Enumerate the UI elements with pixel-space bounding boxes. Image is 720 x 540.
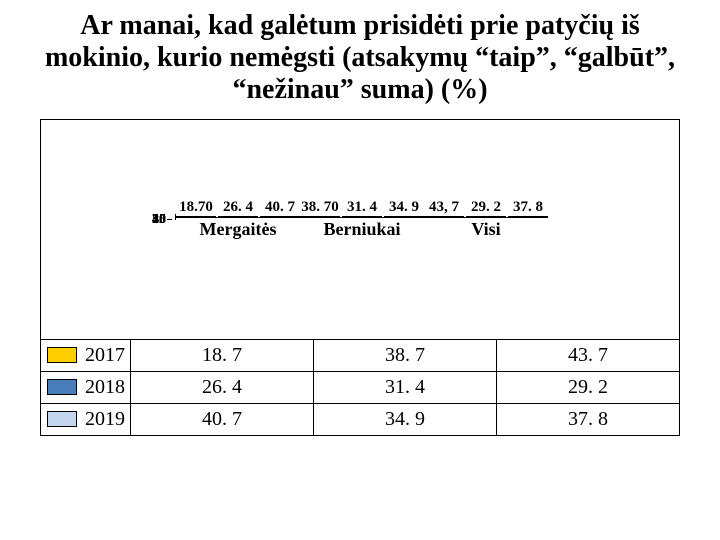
x-category-label: Berniukai	[300, 219, 424, 240]
table-cell: 43. 7	[497, 340, 680, 372]
legend-item: 2019	[41, 404, 131, 436]
plot-area: 50454035302520151050 18.7026. 440. 7 Mer…	[41, 120, 680, 340]
bar: 38. 70	[300, 216, 340, 218]
bar-group: 43, 729. 237. 8 Visi	[424, 216, 548, 242]
bar-value-label: 37. 8	[505, 199, 551, 216]
bar: 40. 7	[260, 216, 300, 218]
legend-label: 2017	[85, 344, 125, 367]
table-cell: 37. 8	[497, 404, 680, 436]
x-category-label: Mergaitės	[176, 219, 300, 240]
table-cell: 18. 7	[131, 340, 314, 372]
bar: 43, 7	[424, 216, 464, 218]
bar: 26. 4	[218, 216, 258, 218]
table-cell: 38. 7	[314, 340, 497, 372]
bar: 31. 4	[342, 216, 382, 218]
bar-value-label: 43, 7	[421, 199, 467, 216]
bar-value-label: 31. 4	[339, 199, 385, 216]
table-cell: 29. 2	[497, 372, 680, 404]
bar-value-label: 29. 2	[463, 199, 509, 216]
bar-group: 18.7026. 440. 7 Mergaitės	[176, 216, 300, 242]
legend-swatch-icon	[47, 379, 77, 395]
y-tick-label: 0	[159, 213, 166, 227]
legend-item: 2017	[41, 340, 131, 372]
bar-value-label: 34. 9	[381, 199, 427, 216]
legend-swatch-icon	[47, 347, 77, 363]
bar: 29. 2	[466, 216, 506, 218]
table-cell: 34. 9	[314, 404, 497, 436]
legend-swatch-icon	[47, 411, 77, 427]
y-tick-mark	[167, 219, 172, 220]
legend-label: 2019	[85, 408, 125, 431]
slide: Ar manai, kad galėtum prisidėti prie pat…	[0, 0, 720, 540]
table-cell: 26. 4	[131, 372, 314, 404]
table-cell: 31. 4	[314, 372, 497, 404]
legend-label: 2018	[85, 376, 125, 399]
bar-value-label: 38. 70	[297, 199, 343, 216]
legend-item: 2018	[41, 372, 131, 404]
bar-group: 38. 7031. 434. 9 Berniukai	[300, 216, 424, 242]
bar-value-label: 18.70	[173, 199, 219, 216]
bar-value-label: 40. 7	[257, 199, 303, 216]
chart-and-table: 50454035302520151050 18.7026. 440. 7 Mer…	[40, 119, 680, 436]
bar: 18.70	[176, 216, 216, 218]
bar-value-label: 26. 4	[215, 199, 261, 216]
bar: 37. 8	[508, 216, 548, 218]
x-category-label: Visi	[424, 219, 548, 240]
table-cell: 40. 7	[131, 404, 314, 436]
bar: 34. 9	[384, 216, 424, 218]
chart-title: Ar manai, kad galėtum prisidėti prie pat…	[40, 10, 680, 107]
